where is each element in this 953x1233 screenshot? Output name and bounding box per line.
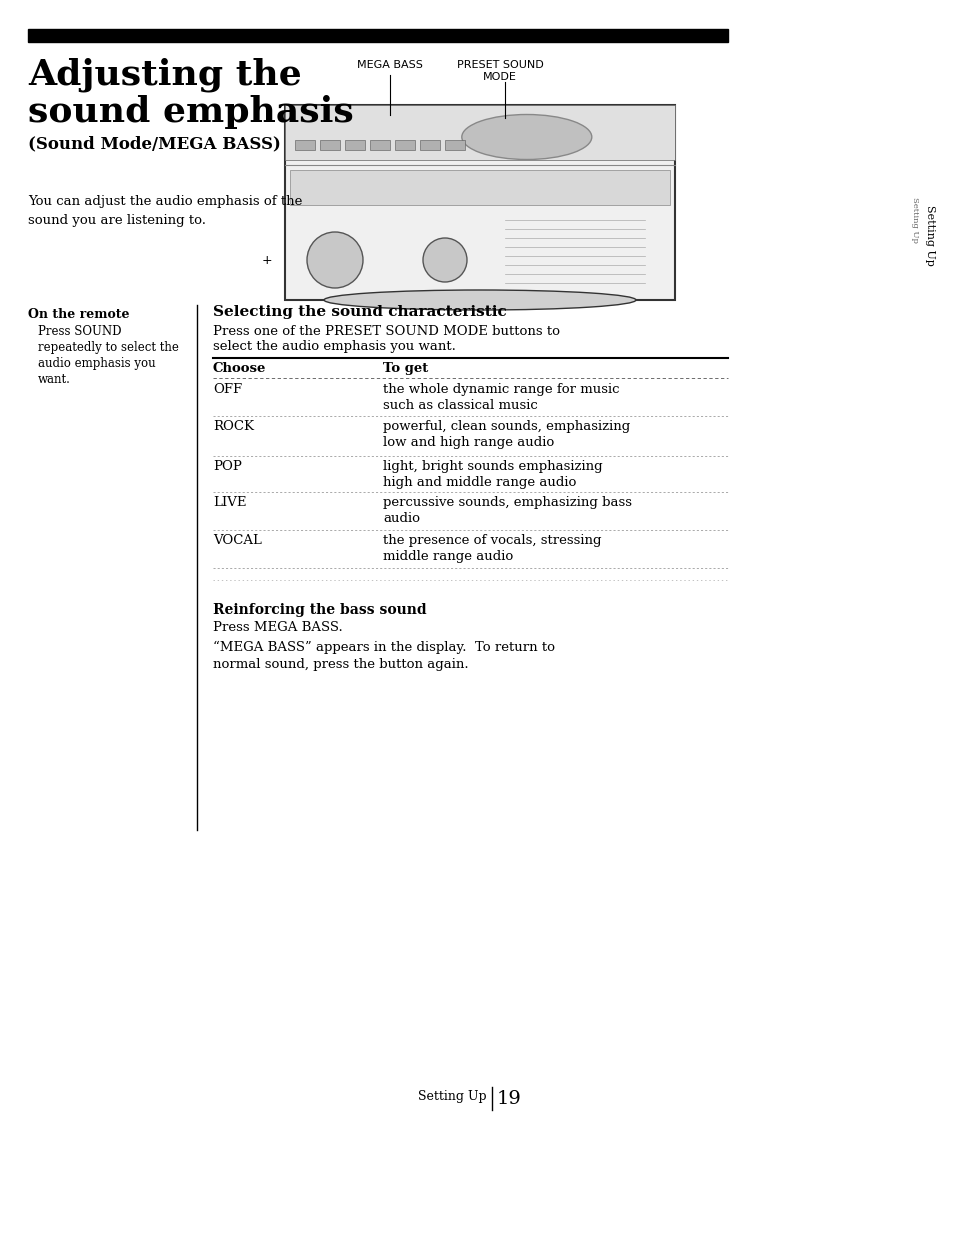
Text: middle range audio: middle range audio xyxy=(382,550,513,563)
Text: powerful, clean sounds, emphasizing: powerful, clean sounds, emphasizing xyxy=(382,420,630,433)
Text: audio: audio xyxy=(382,512,419,525)
Text: Reinforcing the bass sound: Reinforcing the bass sound xyxy=(213,603,426,616)
Text: low and high range audio: low and high range audio xyxy=(382,436,554,449)
Text: LIVE: LIVE xyxy=(213,496,246,509)
FancyBboxPatch shape xyxy=(285,105,675,300)
Text: 19: 19 xyxy=(497,1090,521,1108)
Text: “MEGA BASS” appears in the display.  To return to: “MEGA BASS” appears in the display. To r… xyxy=(213,641,555,655)
Text: To get: To get xyxy=(382,363,428,375)
Bar xyxy=(290,170,669,205)
Text: On the remote: On the remote xyxy=(28,308,130,321)
Text: Setting Up: Setting Up xyxy=(418,1090,486,1104)
Text: the presence of vocals, stressing: the presence of vocals, stressing xyxy=(382,534,601,547)
Text: Setting Up: Setting Up xyxy=(924,205,934,265)
Circle shape xyxy=(307,232,363,289)
Text: VOCAL: VOCAL xyxy=(213,534,262,547)
Text: You can adjust the audio emphasis of the
sound you are listening to.: You can adjust the audio emphasis of the… xyxy=(28,195,302,227)
Text: the whole dynamic range for music: the whole dynamic range for music xyxy=(382,383,618,396)
Text: light, bright sounds emphasizing: light, bright sounds emphasizing xyxy=(382,460,602,473)
Bar xyxy=(419,141,439,150)
Text: percussive sounds, emphasizing bass: percussive sounds, emphasizing bass xyxy=(382,496,631,509)
Circle shape xyxy=(422,238,467,282)
Text: POP: POP xyxy=(213,460,242,473)
Text: Press one of the PRESET SOUND MODE buttons to: Press one of the PRESET SOUND MODE butto… xyxy=(213,326,559,338)
Bar xyxy=(345,141,365,150)
Text: such as classical music: such as classical music xyxy=(382,399,537,412)
Bar xyxy=(319,141,339,150)
Bar xyxy=(294,141,314,150)
Text: Choose: Choose xyxy=(213,363,266,375)
Text: select the audio emphasis you want.: select the audio emphasis you want. xyxy=(213,340,456,353)
Text: audio emphasis you: audio emphasis you xyxy=(38,358,155,370)
Bar xyxy=(444,141,464,150)
Text: (Sound Mode/MEGA BASS): (Sound Mode/MEGA BASS) xyxy=(28,134,280,152)
Bar xyxy=(285,105,675,160)
Text: sound emphasis: sound emphasis xyxy=(28,95,354,129)
Text: repeatedly to select the: repeatedly to select the xyxy=(38,342,179,354)
Text: Setting Up: Setting Up xyxy=(910,197,918,243)
Text: OFF: OFF xyxy=(213,383,242,396)
Text: PRESET SOUND
MODE: PRESET SOUND MODE xyxy=(456,60,543,81)
Text: Press SOUND: Press SOUND xyxy=(38,326,121,338)
Text: want.: want. xyxy=(38,374,71,386)
Text: MEGA BASS: MEGA BASS xyxy=(356,60,422,70)
Ellipse shape xyxy=(461,115,591,159)
Text: high and middle range audio: high and middle range audio xyxy=(382,476,576,490)
Ellipse shape xyxy=(324,290,636,309)
Bar xyxy=(28,30,727,42)
Bar xyxy=(370,141,390,150)
Text: Selecting the sound characteristic: Selecting the sound characteristic xyxy=(213,305,506,319)
Text: Adjusting the: Adjusting the xyxy=(28,58,301,92)
Text: normal sound, press the button again.: normal sound, press the button again. xyxy=(213,658,468,671)
Text: Press MEGA BASS.: Press MEGA BASS. xyxy=(213,621,342,634)
Text: +: + xyxy=(261,254,272,266)
Bar xyxy=(395,141,415,150)
Text: ROCK: ROCK xyxy=(213,420,253,433)
